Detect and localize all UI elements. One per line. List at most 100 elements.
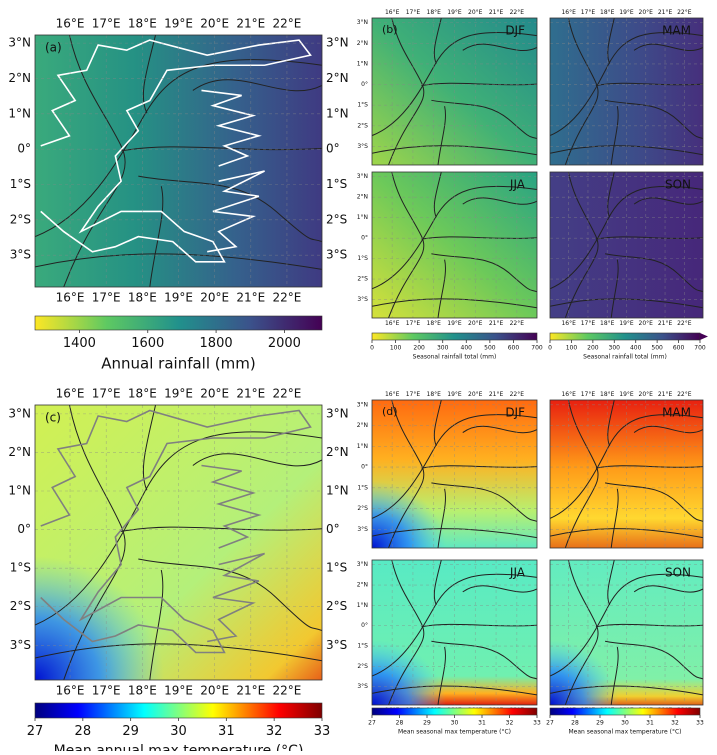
season-label: JJA	[509, 566, 526, 580]
lat-label: 0°	[17, 142, 31, 156]
colorbar-tick-label: 600	[508, 344, 520, 351]
map-frame	[549, 17, 704, 166]
lon-label: 20°E	[200, 17, 229, 31]
lat-label: 2°S	[357, 505, 368, 512]
lat-label: 0°	[326, 142, 340, 156]
lon-label: 21°E	[489, 391, 504, 398]
colorbar-tick-label: 29	[596, 719, 604, 726]
colorbar-tick-label: 32	[506, 719, 514, 726]
lon-label: 17°E	[406, 391, 421, 398]
lon-label: 20°E	[468, 391, 483, 398]
lon-label: 18°E	[427, 320, 442, 327]
colorbar-ramp	[34, 702, 323, 719]
colorbar-tick-label: 27	[368, 719, 376, 726]
colorbar-label: Mean seasonal max temperature (°C)	[568, 729, 681, 736]
lon-label: 22°E	[273, 17, 302, 31]
colorbar-label: Seasonal rainfall total (mm)	[583, 354, 667, 361]
lon-label: 20°E	[200, 387, 229, 401]
lon-label: 19°E	[447, 391, 462, 398]
lon-label: 19°E	[619, 391, 634, 398]
lon-label: 17°E	[406, 320, 421, 327]
lat-label: 1°S	[10, 177, 31, 191]
lon-label: 21°E	[489, 320, 504, 327]
colorbar: 0 100 200 300 400 500 600 700 Seasonal rainfall …	[370, 332, 543, 361]
lon-label: 19°E	[164, 387, 193, 401]
map-frame	[34, 404, 323, 681]
season-label: SON	[665, 178, 691, 192]
season-label: MAM	[662, 24, 691, 38]
lat-label: 2°N	[357, 40, 368, 47]
lon-label: 17°E	[581, 391, 596, 398]
colorbar-tick-label: 33	[533, 719, 541, 726]
colorbar-tick-label: 30	[451, 719, 459, 726]
lat-label: 1°N	[357, 60, 368, 67]
lat-label: 1°S	[357, 643, 368, 650]
lon-label: 21°E	[236, 683, 265, 697]
lat-label: 2°N	[8, 445, 31, 459]
colorbar-tick-label: 32	[671, 719, 679, 726]
lat-label: 2°S	[357, 122, 368, 129]
lon-label: 17°E	[92, 290, 121, 304]
lon-label: 16°E	[385, 391, 400, 398]
lon-label: 16°E	[561, 320, 576, 327]
colorbar-tick-label: 300	[437, 344, 449, 351]
lat-label: 3°S	[357, 683, 368, 690]
season-label: MAM	[662, 406, 691, 420]
lat-label: 3°N	[326, 406, 349, 420]
colorbar-tick-label: 1400	[63, 336, 96, 351]
map-frame	[371, 399, 538, 549]
lat-label: 3°N	[357, 401, 368, 408]
lat-label: 1°N	[357, 214, 368, 221]
season-label: JJA	[509, 178, 526, 192]
lon-label: 22°E	[510, 320, 525, 327]
lat-label: 0°	[361, 622, 368, 629]
lat-label: 2°S	[326, 212, 347, 226]
colorbar-ramp	[371, 332, 538, 341]
colorbar: 27 28 29 30 31 32 33 Mean seasonal max temperat…	[546, 707, 704, 736]
lat-label: 1°S	[10, 561, 31, 575]
lon-label: 20°E	[639, 320, 654, 327]
colorbar-tick-label: 30	[170, 724, 187, 739]
lon-label: 17°E	[581, 9, 596, 16]
lon-label: 21°E	[658, 9, 673, 16]
lat-label: 3°N	[357, 561, 368, 568]
colorbar-tick-label: 600	[673, 344, 685, 351]
season-label: DJF	[505, 24, 525, 38]
panel-label: (c)	[45, 411, 61, 425]
map-frame	[34, 34, 323, 288]
season-label: DJF	[505, 406, 525, 420]
lat-label: 3°N	[357, 19, 368, 26]
lon-label: 22°E	[677, 320, 692, 327]
map: 16°E 17°E 18°E 19°E 20°E 21°E 22°E SON	[549, 171, 704, 327]
panel-label: (a)	[45, 41, 62, 55]
colorbar-tick-label: 28	[75, 724, 92, 739]
lat-label: 2°N	[8, 71, 31, 85]
lat-label: 1°N	[326, 106, 349, 120]
colorbar-tick-label: 500	[484, 344, 496, 351]
colorbar-tick-label: 700	[694, 344, 706, 351]
lon-label: 19°E	[447, 320, 462, 327]
lon-label: 19°E	[619, 320, 634, 327]
lat-label: 2°S	[10, 599, 31, 613]
lon-label: 22°E	[510, 391, 525, 398]
lat-label: 1°N	[326, 484, 349, 498]
lon-label: 20°E	[200, 290, 229, 304]
lon-label: 19°E	[619, 9, 634, 16]
lat-label: 3°S	[326, 248, 347, 262]
lon-label: 22°E	[273, 683, 302, 697]
colorbar-tick-label: 400	[630, 344, 642, 351]
colorbar-tick-label: 31	[478, 719, 486, 726]
lon-label: 17°E	[406, 9, 421, 16]
colorbar: 0 100 200 300 400 500 600 700 Seasonal rainfall …	[548, 332, 708, 361]
colorbar-tick-label: 100	[390, 344, 402, 351]
lon-label: 21°E	[489, 9, 504, 16]
colorbar-tick-label: 300	[609, 344, 621, 351]
lon-label: 18°E	[427, 391, 442, 398]
map: 16°E 17°E 18°E 19°E 20°E 21°E 22°E MAM	[549, 9, 704, 166]
lat-label: 3°S	[326, 638, 347, 652]
lat-label: 2°N	[326, 71, 349, 85]
lat-label: 1°N	[357, 602, 368, 609]
lon-label: 18°E	[128, 290, 157, 304]
colorbar: 1400 1600 1800 2000 Annual rainfall (mm)	[34, 315, 323, 372]
lon-label: 22°E	[273, 290, 302, 304]
